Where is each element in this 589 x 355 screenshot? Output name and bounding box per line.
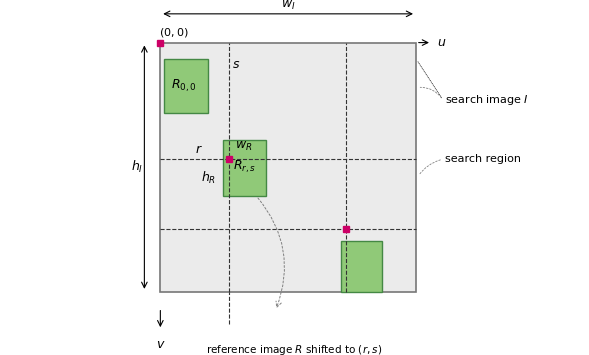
Text: $v$: $v$ [155,338,165,351]
FancyBboxPatch shape [341,241,382,292]
Text: $r$: $r$ [195,143,203,156]
Text: reference image $R$ shifted to $(r, s)$: reference image $R$ shifted to $(r, s)$ [206,343,383,355]
Text: $R_{r,s}$: $R_{r,s}$ [233,159,257,175]
Text: $h_I$: $h_I$ [131,159,143,175]
Text: search image $I$: search image $I$ [445,93,528,107]
Text: search region: search region [445,154,521,164]
FancyBboxPatch shape [164,59,209,113]
Text: $u$: $u$ [436,36,446,49]
FancyBboxPatch shape [223,140,266,196]
Text: $(0,0)$: $(0,0)$ [159,26,188,39]
Text: $R_{0,0}$: $R_{0,0}$ [171,77,197,94]
Text: $w_I$: $w_I$ [281,0,296,12]
Text: $s$: $s$ [232,59,240,71]
Text: $w_R$: $w_R$ [236,140,253,153]
Text: $h_R$: $h_R$ [201,170,216,186]
FancyBboxPatch shape [160,43,416,292]
